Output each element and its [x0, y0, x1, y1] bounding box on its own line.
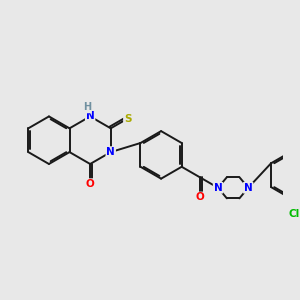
Text: S: S	[124, 113, 131, 124]
Text: N: N	[214, 183, 222, 193]
Text: Cl: Cl	[289, 209, 300, 219]
Text: N: N	[86, 111, 94, 122]
Text: N: N	[106, 147, 115, 157]
Text: O: O	[86, 179, 94, 189]
Text: O: O	[196, 192, 204, 203]
Text: N: N	[244, 183, 253, 193]
Text: H: H	[83, 103, 91, 112]
